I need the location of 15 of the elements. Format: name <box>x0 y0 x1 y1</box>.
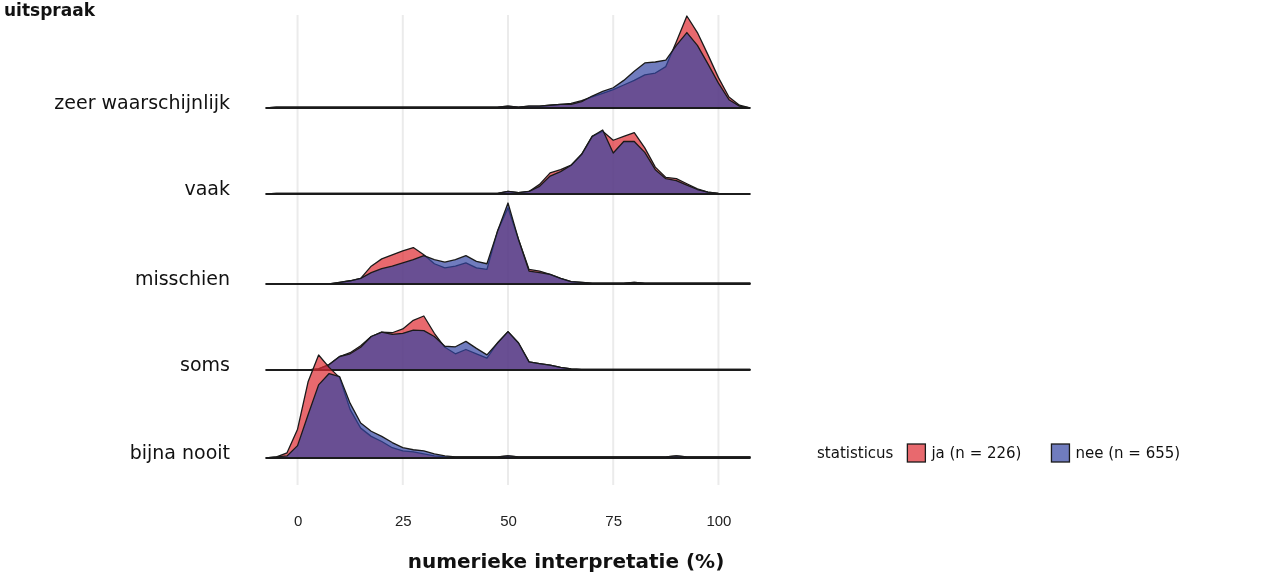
y-axis-title: bijna nooit <box>129 440 230 463</box>
legend-label: nee (n = 655) <box>1075 443 1181 462</box>
y-axis-title: vaak <box>184 176 230 199</box>
legend-label: ja (n = 226) <box>930 443 1022 462</box>
x-tick-label: 100 <box>706 511 732 529</box>
text: uitspraak <box>4 0 96 20</box>
y-axis-title: misschien <box>134 266 230 289</box>
x-axis-title: numerieke interpretatie (%) <box>407 549 725 573</box>
x-tick-label: 25 <box>394 511 412 529</box>
legend-title: statisticus <box>817 443 894 462</box>
x-tick-label: 50 <box>500 511 517 529</box>
y-axis-title: zeer waarschijnlijk <box>54 90 230 113</box>
y-axis-title: soms <box>180 352 230 375</box>
x-tick-label: 75 <box>605 511 623 529</box>
x-tick-label: 0 <box>293 511 303 529</box>
